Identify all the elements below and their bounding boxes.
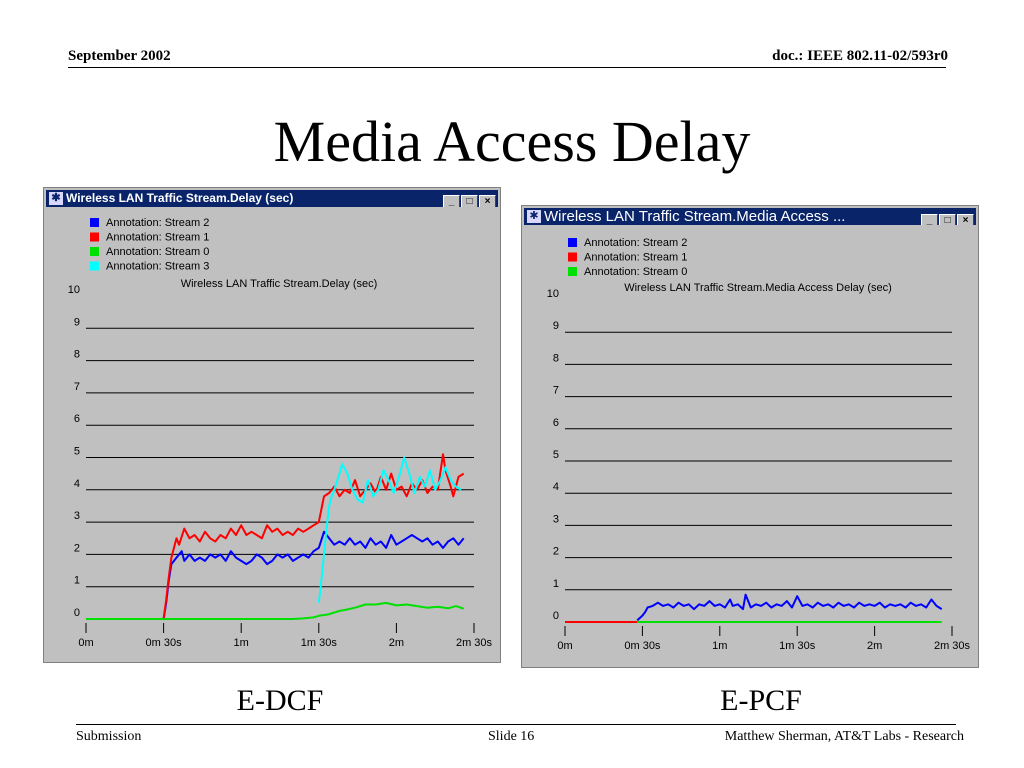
maximize-button[interactable]: □	[939, 214, 956, 225]
x-tick-label: 0m 30s	[146, 637, 183, 649]
legend-label: Annotation: Stream 0	[584, 266, 687, 278]
x-tick-label: 1m 30s	[779, 640, 816, 652]
y-tick-label: 3	[553, 513, 559, 525]
legend-label: Annotation: Stream 2	[584, 237, 687, 249]
y-tick-label: 9	[74, 316, 80, 328]
y-tick-label: 5	[74, 446, 80, 458]
legend-swatch	[90, 218, 99, 227]
x-tick-label: 2m	[867, 640, 882, 652]
right-window-title: Wireless LAN Traffic Stream.Media Access…	[544, 208, 846, 225]
y-tick-label: 4	[553, 481, 559, 493]
y-tick-label: 10	[68, 284, 80, 296]
footer-rule	[76, 724, 956, 725]
left-chart-window: ✱ Wireless LAN Traffic Stream.Delay (sec)…	[43, 187, 501, 663]
y-tick-label: 7	[553, 385, 559, 397]
legend-label: Annotation: Stream 1	[106, 232, 209, 244]
legend-label: Annotation: Stream 1	[584, 252, 687, 264]
x-tick-label: 2m	[389, 637, 404, 649]
y-tick-label: 8	[553, 352, 559, 364]
y-tick-label: 0	[74, 607, 80, 619]
chart-title: Wireless LAN Traffic Stream.Delay (sec)	[181, 278, 378, 290]
legend-swatch	[90, 232, 99, 242]
y-tick-label: 0	[553, 610, 559, 622]
footer-author: Matthew Sherman, AT&T Labs - Research	[724, 729, 964, 744]
y-tick-label: 5	[553, 449, 559, 461]
legend-label: Annotation: Stream 3	[106, 261, 209, 273]
y-tick-label: 6	[74, 413, 80, 425]
y-tick-label: 10	[547, 288, 559, 300]
header-doc-id: doc.: IEEE 802.11-02/593r0	[772, 48, 948, 64]
legend-swatch	[568, 238, 577, 247]
left-window-titlebar[interactable]: ✱ Wireless LAN Traffic Stream.Delay (sec)…	[46, 190, 498, 207]
y-tick-label: 2	[553, 546, 559, 558]
y-tick-label: 3	[74, 510, 80, 522]
legend-swatch	[568, 252, 577, 262]
legend-label: Annotation: Stream 2	[106, 217, 209, 229]
footer-slide-number: Slide 16	[488, 729, 535, 744]
x-tick-label: 2m 30s	[456, 637, 493, 649]
legend-swatch	[90, 247, 99, 256]
left-window-title: Wireless LAN Traffic Stream.Delay (sec)	[66, 191, 294, 205]
minimize-button[interactable]: _	[921, 214, 938, 225]
y-tick-label: 9	[553, 320, 559, 332]
x-tick-label: 1m	[234, 637, 249, 649]
x-tick-label: 0m 30s	[624, 640, 661, 652]
legend-label: Annotation: Stream 0	[106, 246, 209, 258]
close-button[interactable]: ×	[479, 195, 496, 207]
y-tick-label: 4	[74, 478, 80, 490]
y-tick-label: 1	[74, 575, 80, 587]
header-rule	[68, 67, 946, 68]
series-line	[162, 530, 465, 620]
x-tick-label: 1m	[712, 640, 727, 652]
right-window-titlebar[interactable]: ✱ Wireless LAN Traffic Stream.Media Acces…	[524, 208, 976, 225]
series-line	[636, 593, 943, 622]
x-tick-label: 1m 30s	[301, 637, 338, 649]
series-line	[317, 456, 462, 604]
y-tick-label: 6	[553, 417, 559, 429]
app-icon: ✱	[49, 192, 63, 205]
close-button[interactable]: ×	[957, 214, 974, 225]
legend-swatch	[568, 267, 577, 276]
right-caption: E-PCF	[720, 684, 802, 717]
right-chart-window: ✱ Wireless LAN Traffic Stream.Media Acces…	[521, 205, 979, 668]
minimize-button[interactable]: _	[443, 195, 460, 207]
x-tick-label: 2m 30s	[934, 640, 971, 652]
x-tick-label: 0m	[557, 640, 572, 652]
y-tick-label: 2	[74, 542, 80, 554]
app-icon: ✱	[527, 210, 541, 223]
chart-title: Wireless LAN Traffic Stream.Media Access…	[624, 282, 892, 294]
left-caption: E-DCF	[236, 684, 324, 717]
maximize-button[interactable]: □	[461, 195, 478, 207]
left-chart: Annotation: Stream 2 Annotation: Stream 1…	[68, 217, 493, 649]
header-date: September 2002	[68, 48, 171, 64]
footer-submission: Submission	[76, 729, 142, 744]
series-line	[86, 601, 465, 620]
y-tick-label: 8	[74, 349, 80, 361]
x-tick-label: 0m	[78, 637, 93, 649]
legend-swatch	[90, 261, 99, 271]
y-tick-label: 7	[74, 381, 80, 393]
slide-title: Media Access Delay	[273, 109, 751, 174]
right-chart: Annotation: Stream 2 Annotation: Stream 1…	[547, 237, 971, 652]
series-line	[86, 453, 465, 620]
y-tick-label: 1	[553, 578, 559, 590]
